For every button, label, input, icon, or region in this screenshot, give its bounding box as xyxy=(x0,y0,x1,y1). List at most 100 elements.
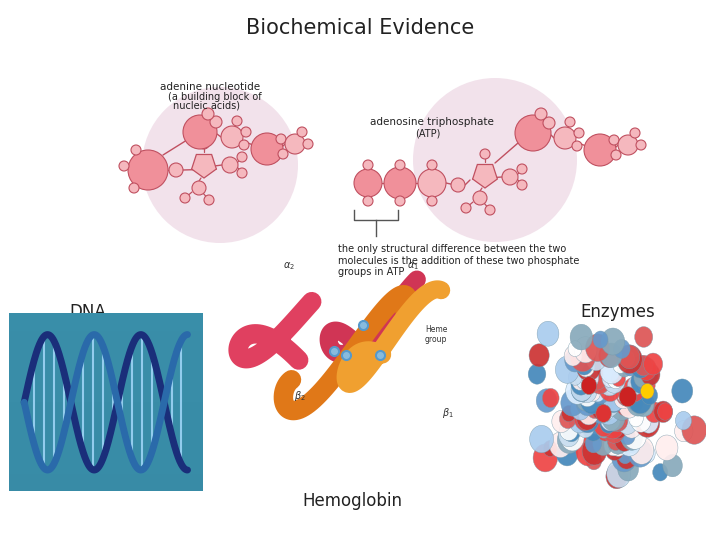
Circle shape xyxy=(575,364,598,391)
Circle shape xyxy=(530,426,554,453)
Circle shape xyxy=(593,398,612,420)
Circle shape xyxy=(363,196,373,206)
Circle shape xyxy=(577,353,601,381)
Text: $\beta_2$: $\beta_2$ xyxy=(294,389,306,403)
Circle shape xyxy=(537,321,559,346)
Circle shape xyxy=(600,357,624,384)
Circle shape xyxy=(485,205,495,215)
Circle shape xyxy=(278,149,288,159)
Circle shape xyxy=(629,437,654,464)
Circle shape xyxy=(635,409,660,437)
Circle shape xyxy=(586,384,600,401)
Circle shape xyxy=(573,384,590,403)
Circle shape xyxy=(232,116,242,126)
Circle shape xyxy=(595,404,611,422)
Bar xyxy=(9,357,203,367)
Circle shape xyxy=(590,384,606,402)
Circle shape xyxy=(601,328,625,355)
Text: Biochemical Evidence: Biochemical Evidence xyxy=(246,18,474,38)
Circle shape xyxy=(395,160,405,170)
Circle shape xyxy=(169,163,183,177)
Circle shape xyxy=(602,370,617,387)
Circle shape xyxy=(577,418,594,438)
Circle shape xyxy=(634,368,651,388)
Circle shape xyxy=(572,372,588,390)
Bar xyxy=(9,411,203,420)
Circle shape xyxy=(634,327,653,347)
Circle shape xyxy=(621,350,634,367)
Circle shape xyxy=(413,78,577,242)
Circle shape xyxy=(607,368,624,389)
Circle shape xyxy=(251,133,283,165)
Circle shape xyxy=(616,383,636,406)
Circle shape xyxy=(636,357,657,380)
Bar xyxy=(9,313,203,322)
Circle shape xyxy=(654,401,672,422)
Circle shape xyxy=(672,379,693,403)
Circle shape xyxy=(616,446,637,469)
Circle shape xyxy=(570,343,595,372)
Circle shape xyxy=(631,369,652,394)
Circle shape xyxy=(627,376,644,395)
Circle shape xyxy=(608,431,624,450)
Circle shape xyxy=(593,407,607,423)
Circle shape xyxy=(642,386,657,405)
Circle shape xyxy=(618,430,641,456)
Circle shape xyxy=(561,424,584,451)
Circle shape xyxy=(608,435,628,456)
Circle shape xyxy=(621,415,642,438)
Circle shape xyxy=(577,357,595,377)
Polygon shape xyxy=(472,165,498,188)
Text: $\beta_1$: $\beta_1$ xyxy=(441,406,454,420)
Circle shape xyxy=(595,400,614,422)
Circle shape xyxy=(418,169,446,197)
Circle shape xyxy=(626,390,649,416)
Circle shape xyxy=(603,410,621,431)
Circle shape xyxy=(675,411,692,430)
Circle shape xyxy=(603,417,625,443)
Circle shape xyxy=(473,191,487,205)
Circle shape xyxy=(461,203,471,213)
Circle shape xyxy=(621,352,635,369)
Circle shape xyxy=(595,394,613,414)
Circle shape xyxy=(528,364,546,384)
Circle shape xyxy=(619,387,636,407)
Text: DNA: DNA xyxy=(70,303,107,321)
Circle shape xyxy=(572,141,582,151)
Circle shape xyxy=(557,441,578,466)
Circle shape xyxy=(183,115,217,149)
Circle shape xyxy=(607,460,631,488)
Circle shape xyxy=(593,432,613,455)
Circle shape xyxy=(427,196,437,206)
Circle shape xyxy=(202,108,214,120)
Circle shape xyxy=(592,383,609,404)
Circle shape xyxy=(576,437,601,466)
Circle shape xyxy=(536,389,557,413)
Circle shape xyxy=(559,409,576,429)
Circle shape xyxy=(603,369,625,393)
Circle shape xyxy=(210,116,222,128)
Circle shape xyxy=(600,377,621,402)
Circle shape xyxy=(602,404,625,431)
Text: nucleic acids): nucleic acids) xyxy=(173,101,240,111)
Circle shape xyxy=(276,134,286,144)
Circle shape xyxy=(600,414,616,433)
Circle shape xyxy=(636,140,646,150)
Circle shape xyxy=(609,135,619,145)
Circle shape xyxy=(577,406,598,430)
Circle shape xyxy=(575,354,593,375)
Circle shape xyxy=(303,139,313,149)
Bar xyxy=(9,349,203,357)
Circle shape xyxy=(597,398,621,425)
Circle shape xyxy=(562,406,576,422)
Circle shape xyxy=(617,361,631,377)
Bar xyxy=(9,367,203,376)
Circle shape xyxy=(599,343,620,367)
Circle shape xyxy=(603,388,624,413)
Text: Enzymes: Enzymes xyxy=(580,303,655,321)
Circle shape xyxy=(631,409,651,432)
Circle shape xyxy=(502,169,518,185)
Bar xyxy=(9,331,203,340)
Circle shape xyxy=(384,167,416,199)
Circle shape xyxy=(192,181,206,195)
